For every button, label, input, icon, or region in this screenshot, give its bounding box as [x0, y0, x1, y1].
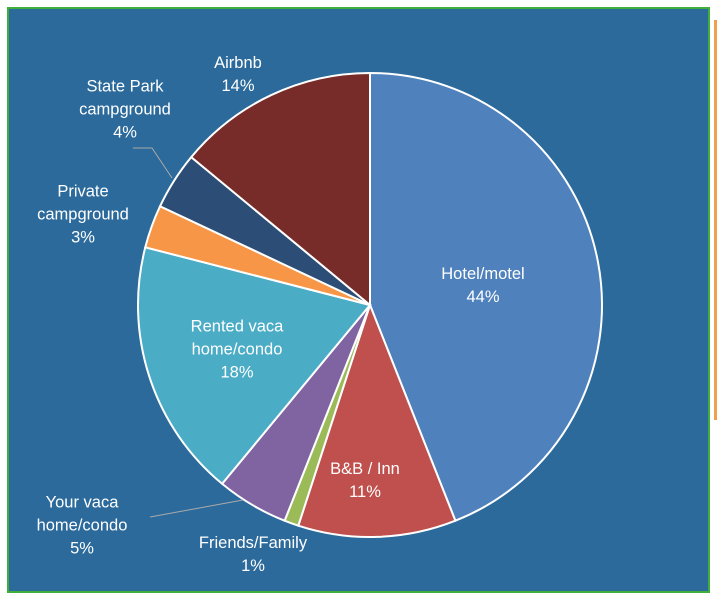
category-label: State Park campground	[79, 77, 171, 119]
value-label: 4%	[113, 123, 137, 142]
pie-slice	[137, 246, 372, 486]
value-label: 11%	[349, 483, 381, 501]
leader-line	[149, 499, 244, 518]
category-label: B&B / Inn	[330, 460, 400, 478]
data-label: Private campground 3%	[28, 181, 138, 250]
data-label: Hotel/motel 44%	[403, 263, 563, 309]
category-label: Friends/Family	[198, 534, 308, 552]
category-label: Airbnb	[214, 54, 262, 72]
data-label: Airbnb 14%	[188, 52, 288, 98]
edge-strip	[714, 20, 717, 420]
value-label: 18%	[220, 363, 254, 382]
value-label: 14%	[221, 77, 255, 95]
category-label: Rented vaca home/condo	[190, 317, 284, 359]
data-label: State Park campground 4%	[65, 76, 185, 145]
data-label: Your vaca home/condo 5%	[27, 492, 137, 561]
data-label: B&B / Inn 11%	[305, 458, 425, 504]
data-label: Friends/Family 1%	[173, 532, 333, 578]
value-label: 1%	[241, 557, 265, 575]
value-label: 5%	[70, 539, 94, 558]
value-label: 44%	[466, 288, 500, 306]
category-label: Private campground	[37, 182, 129, 224]
leader-line	[133, 147, 173, 179]
pie-slice	[297, 302, 457, 538]
data-label: Rented vaca home/condo 18%	[167, 316, 307, 385]
value-label: 3%	[71, 228, 95, 247]
category-label: Hotel/motel	[441, 265, 525, 283]
category-label: Your vaca home/condo	[36, 493, 128, 535]
pie-slice	[369, 71, 603, 523]
pie-slice	[189, 71, 371, 308]
